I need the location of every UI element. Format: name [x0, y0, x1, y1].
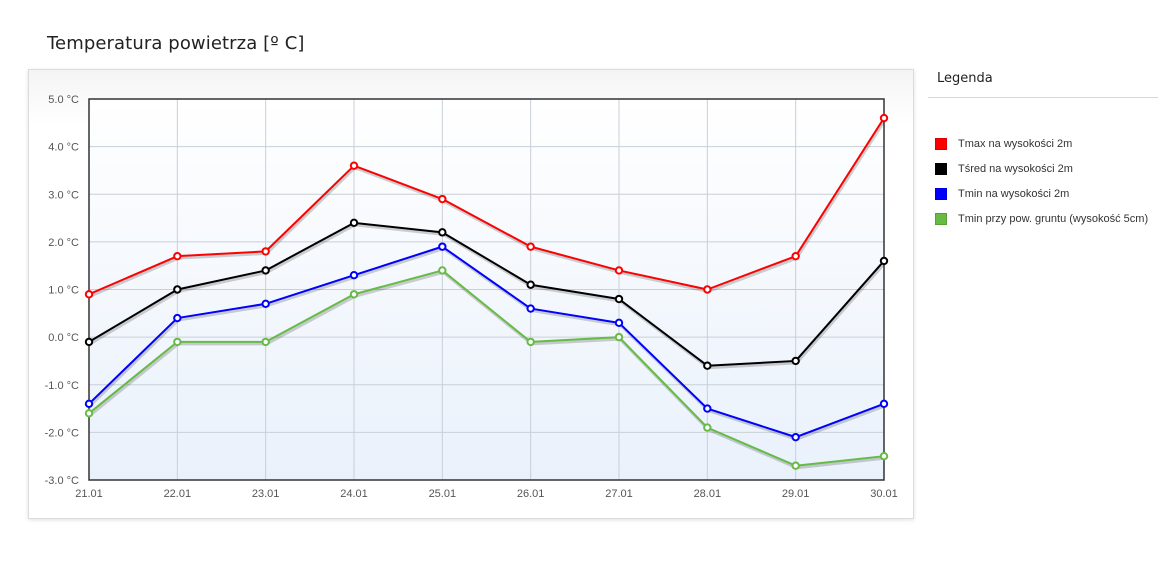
legend-label: Tśred na wysokości 2m — [958, 162, 1073, 175]
data-point[interactable] — [703, 423, 712, 432]
legend-swatch — [935, 137, 947, 150]
data-point[interactable] — [879, 451, 889, 461]
data-point[interactable] — [84, 399, 94, 408]
legend-label: Tmin przy pow. gruntu (wysokość 5cm) — [958, 212, 1149, 225]
chart-container: -3.0 °C -2.0 °C -1.0 °C 0.0 °C 1.0 °C 2.0 °C 3… — [28, 69, 914, 519]
x-tick-label: 27.01 — [605, 488, 633, 500]
tick-labels: -3.0 °C -2.0 °C -1.0 °C 0.0 °C 1.0 °C 2.0 °C 3… — [45, 94, 898, 500]
data-point[interactable] — [349, 290, 359, 299]
data-point[interactable] — [84, 337, 94, 347]
data-point[interactable] — [438, 266, 447, 275]
data-point[interactable] — [703, 361, 712, 370]
legend-item[interactable]: Tmin na wysokości 2m — [935, 181, 1158, 206]
y-tick-label: 3.0 °C — [48, 189, 79, 201]
temperature-line-chart: -3.0 °C -2.0 °C -1.0 °C 0.0 °C 1.0 °C 2.0 °C 3… — [29, 70, 913, 518]
legend-swatch — [935, 187, 947, 200]
x-tick-label: 28.01 — [694, 488, 722, 500]
data-point[interactable] — [614, 318, 624, 328]
data-point[interactable] — [438, 228, 447, 237]
series-line — [88, 269, 885, 467]
data-point[interactable] — [703, 285, 712, 294]
data-point[interactable] — [526, 337, 535, 347]
data-point[interactable] — [879, 399, 889, 408]
data-point[interactable] — [438, 194, 447, 204]
legend-item[interactable]: Tmax na wysokości 2m — [935, 131, 1158, 156]
x-tick-label: 22.01 — [164, 488, 192, 500]
data-point[interactable] — [349, 218, 359, 228]
series-1 — [84, 218, 889, 370]
legend-label: Tmax na wysokości 2m — [958, 137, 1073, 150]
y-tick-label: -3.0 °C — [45, 475, 79, 487]
legend-list: Tmax na wysokości 2m Tśred na wysokości 2… — [928, 131, 1158, 231]
data-point[interactable] — [791, 432, 800, 442]
plot-frame — [88, 98, 885, 481]
y-tick-label: -2.0 °C — [45, 427, 79, 439]
series-3 — [84, 266, 889, 470]
data-point[interactable] — [261, 299, 270, 308]
legend-swatch — [935, 162, 947, 175]
y-tick-label: 1.0 °C — [48, 285, 79, 297]
legend-title: Legenda — [928, 64, 1158, 98]
data-point[interactable] — [261, 266, 270, 275]
x-tick-label: 21.01 — [75, 488, 103, 500]
data-point[interactable] — [261, 247, 270, 256]
data-point[interactable] — [791, 461, 800, 470]
legend-swatch — [935, 212, 947, 225]
y-tick-label: -1.0 °C — [45, 380, 79, 392]
x-tick-label: 30.01 — [870, 488, 898, 500]
data-point[interactable] — [879, 113, 889, 123]
data-point[interactable] — [526, 304, 535, 313]
data-point[interactable] — [349, 271, 359, 280]
series-group — [84, 113, 889, 470]
data-point[interactable] — [526, 280, 535, 289]
x-tick-label: 25.01 — [429, 488, 457, 500]
data-point[interactable] — [791, 251, 800, 261]
series-line-shadow — [89, 119, 887, 298]
data-point[interactable] — [261, 337, 270, 347]
data-point[interactable] — [173, 285, 182, 294]
legend-item[interactable]: Tśred na wysokości 2m — [935, 156, 1158, 181]
series-0 — [84, 113, 889, 299]
data-point[interactable] — [84, 290, 94, 299]
legend-label: Tmin na wysokości 2m — [958, 187, 1070, 200]
data-point[interactable] — [879, 256, 889, 266]
x-tick-label: 26.01 — [517, 488, 545, 500]
y-tick-label: 5.0 °C — [48, 94, 79, 106]
data-point[interactable] — [614, 294, 624, 304]
series-line — [88, 117, 885, 296]
page-title: Temperatura powietrza [º C] — [47, 33, 305, 54]
series-line — [88, 221, 885, 367]
data-point[interactable] — [614, 266, 624, 275]
data-point[interactable] — [703, 404, 712, 413]
series-2 — [84, 242, 889, 442]
y-tick-label: 0.0 °C — [48, 332, 79, 344]
x-tick-label: 23.01 — [252, 488, 280, 500]
y-tick-label: 2.0 °C — [48, 237, 79, 249]
data-point[interactable] — [173, 337, 182, 347]
y-tick-label: 4.0 °C — [48, 142, 79, 154]
data-point[interactable] — [438, 242, 447, 251]
data-point[interactable] — [614, 332, 624, 342]
series-line-shadow — [89, 223, 887, 370]
data-point[interactable] — [173, 313, 182, 323]
series-line-shadow — [88, 247, 886, 441]
series-line — [88, 245, 885, 439]
legend-item[interactable]: Tmin przy pow. gruntu (wysokość 5cm) — [935, 206, 1158, 231]
data-point[interactable] — [526, 242, 535, 251]
data-point[interactable] — [349, 161, 359, 170]
legend: Legenda Tmax na wysokości 2m Tśred na wys… — [928, 64, 1158, 231]
x-tick-label: 24.01 — [340, 488, 368, 500]
x-tick-label: 29.01 — [782, 488, 810, 500]
data-point[interactable] — [84, 409, 94, 418]
data-point[interactable] — [791, 356, 800, 366]
data-point[interactable] — [173, 251, 182, 261]
